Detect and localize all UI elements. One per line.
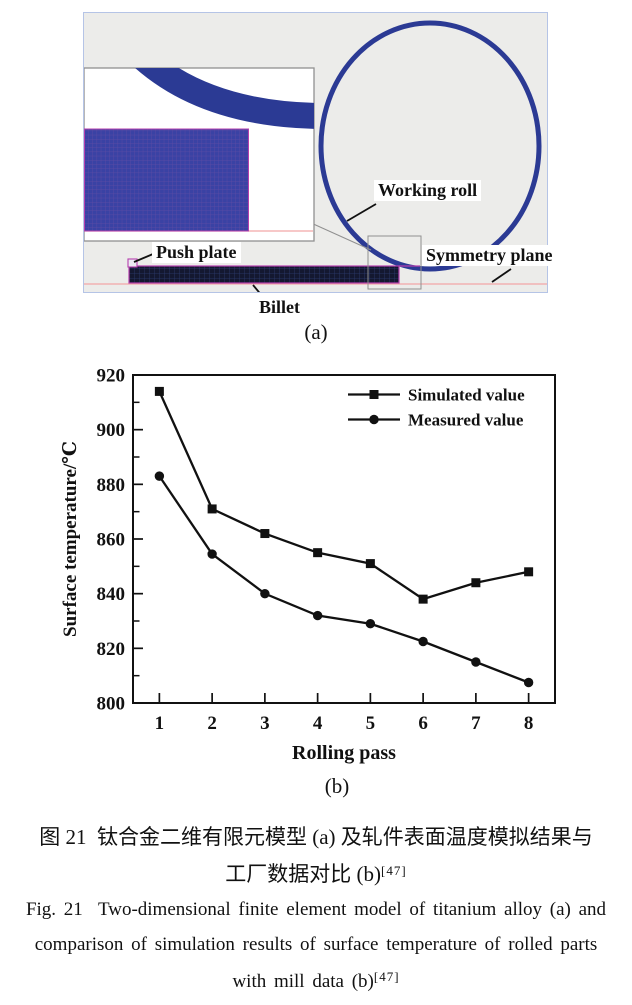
- caption-en-line2: comparison of simulation results of surf…: [34, 934, 598, 955]
- data-point-square: [524, 567, 534, 577]
- x-tick-label: 7: [471, 713, 481, 734]
- push-plate-label: Push plate: [152, 242, 241, 263]
- x-tick-label: 5: [366, 713, 376, 734]
- legend-label: Measured value: [408, 411, 524, 430]
- data-point-square: [471, 578, 481, 588]
- caption-zh-line2-text: 工厂数据对比 (b): [225, 862, 382, 886]
- fem-model-drawing: [84, 20, 547, 292]
- caption-en-line3-text: with mill data (b): [232, 971, 374, 992]
- data-point-circle: [154, 471, 165, 481]
- data-point-circle: [365, 619, 376, 629]
- y-tick-label: 820: [97, 639, 126, 660]
- data-point-circle: [312, 610, 323, 621]
- x-axis-title: Rolling pass: [292, 742, 396, 764]
- inset-zoom-view: [84, 67, 315, 242]
- billet-label: Billet: [255, 297, 304, 318]
- push-plate-shape: [127, 258, 138, 268]
- data-point-circle: [471, 657, 481, 667]
- legend-marker-square: [369, 390, 379, 399]
- push-plate-leader: [133, 253, 154, 263]
- y-tick-label: 840: [97, 584, 126, 605]
- subfigure-b-caption: (b): [324, 774, 350, 798]
- billet-leader: [252, 284, 261, 292]
- x-tick-label: 6: [418, 713, 428, 734]
- data-point-circle: [260, 588, 270, 599]
- y-tick-label: 920: [97, 366, 126, 387]
- working-roll-label: Working roll: [374, 180, 482, 201]
- y-axis-title: Surface temperature/℃: [60, 441, 81, 637]
- data-point-square: [260, 529, 270, 539]
- symmetry-plane-label: Symmetry plane: [422, 245, 557, 266]
- data-point-circle: [418, 636, 428, 647]
- data-point-circle: [207, 549, 217, 559]
- roll-edge-zoomed: [135, 68, 314, 129]
- zoom-region-box: [367, 235, 422, 290]
- x-tick-label: 2: [207, 713, 217, 734]
- caption-zh-line1: 图 21 钛合金二维有限元模型 (a) 及轧件表面温度模拟结果与: [39, 825, 593, 849]
- y-tick-label: 860: [97, 530, 126, 551]
- data-point-square: [154, 386, 164, 396]
- caption-zh-line2: 工厂数据对比 (b)[47]: [0, 858, 632, 888]
- y-tick-label: 800: [97, 694, 126, 715]
- data-point-circle: [523, 677, 534, 688]
- y-tick-label: 900: [97, 420, 126, 441]
- working-roll-leader: [346, 203, 377, 222]
- data-point-square: [365, 559, 375, 569]
- billet-mesh-zoomed: [84, 128, 249, 232]
- data-point-square: [418, 594, 428, 604]
- legend-label: Simulated value: [408, 386, 525, 405]
- billet-bar: [128, 265, 400, 284]
- plot-frame: [132, 374, 556, 704]
- x-tick-label: 1: [155, 713, 165, 734]
- caption-en-line3: with mill data (b)[47]: [0, 969, 632, 993]
- caption-reference-2: [47]: [373, 969, 400, 984]
- subfigure-a-caption: (a): [304, 320, 328, 344]
- series-line-1: [158, 475, 530, 684]
- data-point-square: [207, 504, 217, 514]
- y-tick-label: 880: [97, 475, 126, 496]
- caption-en-line1: Fig. 21 Two-dimensional finite element m…: [25, 899, 607, 920]
- caption-reference: [47]: [381, 863, 407, 878]
- x-tick-label: 4: [313, 713, 323, 734]
- x-tick-label: 3: [260, 713, 270, 734]
- symmetry-plane-leader: [491, 268, 512, 283]
- x-tick-label: 8: [524, 713, 534, 734]
- data-point-square: [313, 548, 323, 558]
- legend-marker-circle: [369, 414, 379, 425]
- working-roll-ellipse: [318, 20, 542, 272]
- series-line-0: [158, 390, 529, 601]
- temperature-chart: 800 820 840 860 880 900 920 1 2 3 4 5 6 7 8 Simulated v…: [60, 366, 556, 764]
